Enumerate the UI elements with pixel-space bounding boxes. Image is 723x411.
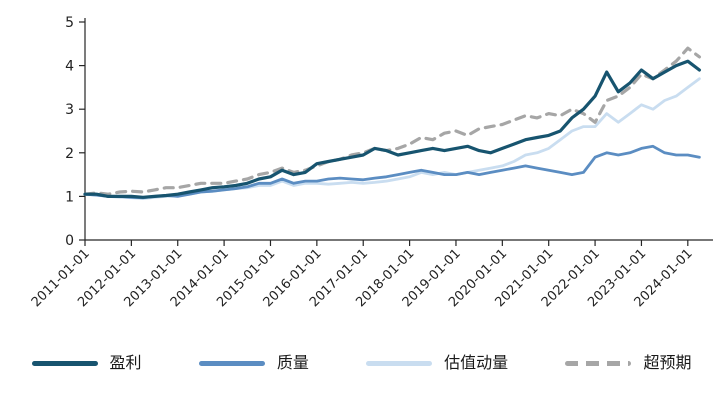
series-line-valuation-momentum [83,77,701,201]
y-tick-label: 5 [65,15,74,31]
y-tick-label: 0 [65,233,74,249]
legend-swatch-valuation-momentum [366,360,433,366]
legend-swatch-quality [198,360,265,366]
y-tick-label: 3 [65,102,74,118]
series-line-beat-expectations [83,46,702,196]
legend-label-beat-expectations: 超预期 [643,353,692,372]
legend-label-quality: 质量 [276,353,309,372]
legend-label-valuation-momentum: 估值动量 [444,353,509,372]
chart-legend: 盈利 质量 估值动量 超预期 [31,353,692,372]
series-line-profit [83,59,702,199]
legend-item-valuation-momentum: 估值动量 [366,355,508,371]
y-tick-label: 1 [65,189,74,205]
legend-swatch-profit [31,360,98,366]
line-chart-canvas: 0123452011-01-012012-01-012013-01-012014… [29,15,713,310]
legend-item-beat-expectations: 超预期 [565,353,692,372]
legend-item-profit: 盈利 [31,353,142,372]
y-tick-label: 2 [65,146,74,162]
series-line-quality [83,144,701,200]
legend-label-profit: 盈利 [109,353,142,372]
y-tick-label: 4 [65,59,74,75]
legend-swatch-beat-expectations [565,360,632,366]
legend-item-quality: 质量 [198,353,309,372]
